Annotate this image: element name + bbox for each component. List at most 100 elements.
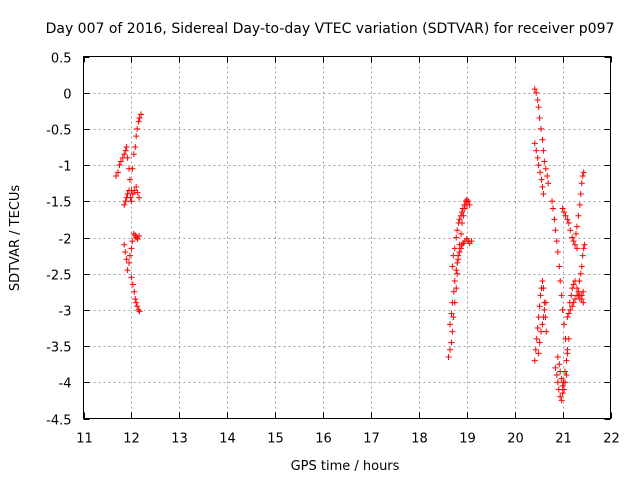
data-point [134,189,141,196]
data-point [552,364,559,371]
gridlines [83,56,611,419]
data-point [579,172,586,179]
data-point [561,209,568,216]
data-point [561,379,568,386]
x-tick-label: 12 [123,432,140,447]
data-point [556,361,563,368]
data-point [550,205,557,212]
x-tick-label: 13 [171,432,188,447]
data-point [559,390,566,397]
data-point [570,281,577,288]
data-point [458,209,465,216]
data-point [129,238,136,245]
data-point [576,277,583,284]
y-tick-label: 0.5 [51,52,72,67]
data-point [454,259,461,266]
data-point [580,288,587,295]
data-point [580,299,587,306]
data-point [129,281,136,288]
data-point [117,158,124,165]
data-point [458,212,465,219]
data-point [559,306,566,313]
data-point [123,256,130,263]
data-point [448,310,455,317]
data-point [121,201,128,208]
data-point [531,86,538,93]
x-tick-label: 19 [459,432,476,447]
data-point [133,299,140,306]
y-tick-labels: 0.5 0 -0.5 -1 -1.5 -2 -2.5 -3 -3.5 -4 -4.5 [46,52,71,429]
data-point [130,230,137,237]
data-point [458,245,465,252]
data-point [564,346,571,353]
data-point [553,372,560,379]
data-point [116,162,123,169]
data-point [131,288,138,295]
data-point [126,252,133,259]
x-tick-label: 21 [555,432,572,447]
data-point [538,176,545,183]
data-point [136,308,143,315]
data-point [555,386,562,393]
data-point [128,245,135,252]
data-point [468,238,475,245]
data-point [454,270,461,277]
data-point [562,212,569,219]
data-point [540,147,547,154]
data-point [132,296,139,303]
data-point [563,372,570,379]
x-tick-label: 17 [363,432,380,447]
data-point [113,172,120,179]
x-tick-label: 18 [411,432,428,447]
data-point [549,198,556,205]
data-point [458,241,465,248]
data-point [551,216,558,223]
data-point [565,220,572,227]
data-point [133,234,140,241]
data-point [569,303,576,310]
data-point [540,285,547,292]
data-point [453,267,460,274]
x-tick-label: 16 [315,432,332,447]
data-point [122,248,129,255]
data-point [531,140,538,147]
data-point [561,321,568,328]
data-point [553,238,560,245]
data-point [576,201,583,208]
data-point [577,191,584,198]
y-tick-label: -3.5 [46,341,71,356]
data-point [135,118,142,125]
data-point [126,187,133,194]
data-point [130,151,137,158]
data-point [565,310,572,317]
data-point [535,162,542,169]
data-point [563,357,570,364]
data-point [128,198,135,205]
data-point [535,104,542,111]
chart-title: Day 007 of 2016, Sidereal Day-to-day VTE… [46,21,615,37]
data-points [113,86,588,404]
data-point [447,346,454,353]
data-point [545,180,552,187]
data-point [536,115,543,122]
data-point [573,285,580,292]
data-point [448,339,455,346]
x-tick-label: 14 [219,432,236,447]
x-tick-label: 11 [76,432,93,447]
data-point [456,248,463,255]
y-tick-label: -1.5 [46,196,71,211]
data-point [458,230,465,237]
data-point [127,194,134,201]
data-point [539,136,546,143]
data-point [121,241,128,248]
data-point [134,235,141,242]
data-point [538,328,545,335]
data-point [532,346,539,353]
data-point [449,328,456,335]
data-point [567,306,574,313]
y-axis-label: SDTVAR / TECUs [8,185,23,292]
data-point [129,165,136,172]
data-point [456,216,463,223]
data-point [539,183,546,190]
